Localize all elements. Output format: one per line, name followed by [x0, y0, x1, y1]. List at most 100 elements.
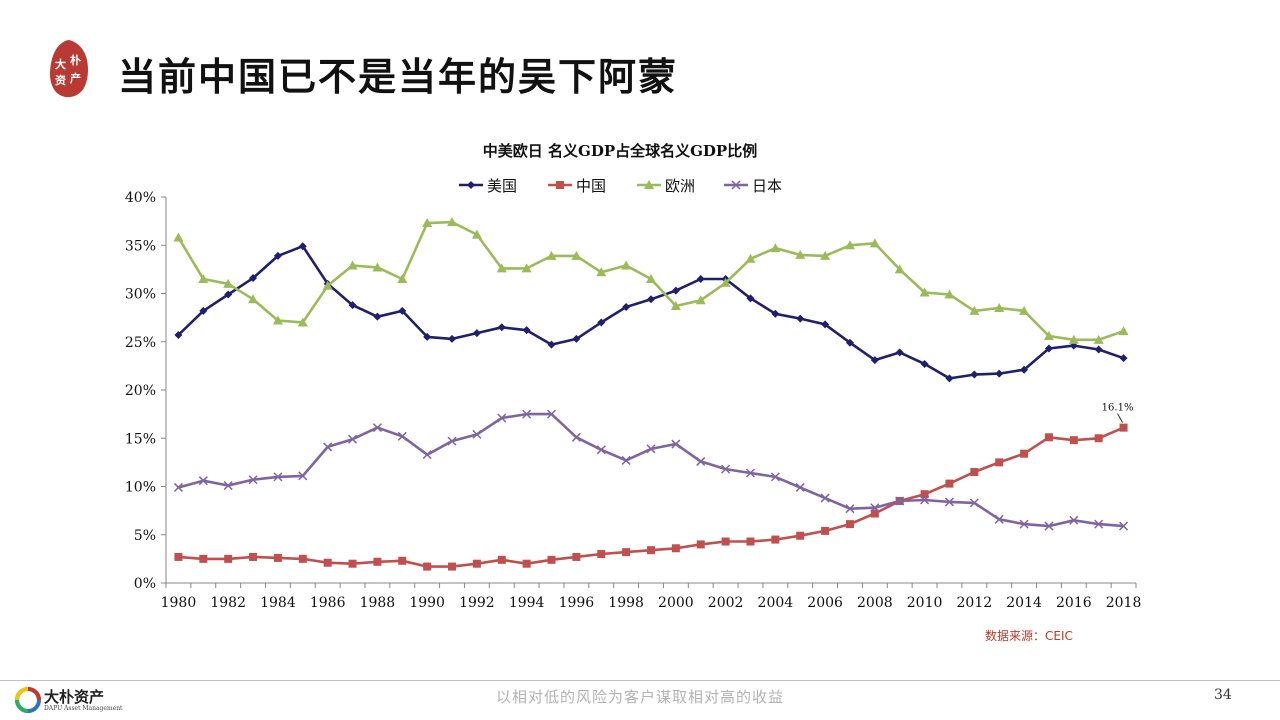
data-point-china: [845, 520, 854, 529]
data-point-japan: [323, 442, 333, 452]
annotation-label: 16.1%: [1102, 403, 1134, 414]
chart-annotations: 16.1%: [1102, 403, 1134, 423]
data-source-note: 数据来源：CEIC: [985, 629, 1073, 643]
data-point-china: [199, 554, 208, 563]
data-point-china: [1044, 433, 1053, 442]
data-point-japan: [522, 409, 532, 419]
data-point-china: [373, 557, 382, 566]
data-point-china: [796, 531, 805, 540]
x-tick-label: 2010: [907, 595, 943, 611]
data-point-europe: [919, 287, 930, 297]
data-point-us: [671, 286, 680, 295]
legend-swatch-marker: [731, 180, 741, 190]
data-point-us: [224, 290, 233, 299]
data-point-us: [995, 369, 1004, 378]
slide-title: 当前中国已不是当年的吴下阿蒙: [118, 55, 679, 99]
legend-item-japan: 日本: [724, 177, 782, 195]
footer-brand-name: 大朴资产: [44, 688, 105, 706]
annotation-leader: [1117, 413, 1124, 423]
y-tick-label: 20%: [125, 383, 156, 399]
data-point-us: [696, 275, 705, 284]
data-point-europe: [994, 302, 1005, 312]
data-point-japan: [1094, 519, 1104, 529]
data-point-china: [945, 479, 954, 488]
y-tick-label: 15%: [125, 431, 156, 447]
data-point-europe: [347, 260, 358, 270]
data-point-us: [423, 332, 432, 341]
x-tick-label: 1982: [210, 595, 246, 611]
data-point-japan: [745, 468, 756, 478]
data-point-japan: [173, 482, 183, 492]
data-point-us: [970, 370, 979, 379]
data-point-europe: [372, 262, 383, 272]
x-tick-label: 1988: [360, 595, 396, 611]
x-tick-label: 2014: [1006, 595, 1042, 611]
data-point-us: [398, 306, 407, 315]
data-point-china: [547, 555, 556, 564]
seal-char-3: 资: [55, 73, 66, 87]
data-point-europe: [844, 240, 855, 250]
data-point-japan: [348, 434, 358, 444]
data-point-china: [1069, 436, 1078, 445]
data-point-us: [497, 323, 506, 332]
x-tick-label: 1990: [409, 595, 445, 611]
data-point-europe: [1118, 326, 1129, 336]
data-point-us: [895, 348, 904, 357]
data-point-europe: [198, 274, 209, 284]
data-point-japan: [372, 423, 382, 433]
footer-divider: [0, 680, 1280, 681]
data-point-us: [1119, 354, 1128, 363]
data-point-japan: [198, 476, 208, 486]
data-point-europe: [571, 250, 582, 260]
data-point-japan: [298, 471, 308, 481]
data-point-us: [249, 274, 258, 283]
y-tick-label: 0%: [134, 576, 156, 592]
data-point-europe: [745, 253, 756, 263]
data-point-japan: [273, 472, 283, 482]
data-point-japan: [1019, 519, 1029, 529]
data-point-us: [597, 318, 606, 327]
data-point-japan: [546, 409, 557, 419]
series-us: [174, 242, 1128, 383]
data-point-japan: [223, 481, 233, 491]
chart-legend: 美国 中国 欧洲 日本: [459, 177, 782, 195]
data-point-china: [597, 550, 606, 559]
legend-swatch-marker: [467, 181, 475, 189]
data-point-china: [224, 554, 233, 563]
footer-tagline: 以相对低的风险为客户谋取相对高的收益: [495, 688, 784, 706]
series-china: [174, 423, 1128, 571]
x-tick-label: 1986: [310, 595, 346, 611]
legend-label: 中国: [576, 177, 606, 195]
data-point-japan: [397, 431, 407, 441]
data-point-china: [771, 535, 780, 544]
data-point-europe: [521, 263, 532, 273]
legend-label: 日本: [752, 177, 782, 195]
y-tick-label: 25%: [125, 335, 156, 351]
data-point-us: [298, 242, 307, 251]
data-point-us: [174, 330, 183, 339]
x-tick-label: 1984: [260, 595, 296, 611]
legend-label: 欧洲: [665, 177, 695, 195]
x-tick-label: 1994: [509, 595, 545, 611]
x-tick-label: 1996: [559, 595, 595, 611]
data-point-europe: [397, 274, 408, 284]
legend-swatch-marker: [556, 181, 564, 189]
data-point-china: [721, 537, 730, 546]
legend-item-china: 中国: [548, 177, 606, 195]
data-point-us: [273, 251, 282, 260]
data-point-europe: [297, 317, 308, 327]
data-point-china: [273, 553, 282, 562]
data-point-china: [298, 554, 307, 563]
data-point-japan: [646, 444, 656, 454]
data-point-china: [448, 562, 457, 571]
data-point-china: [1094, 434, 1103, 443]
series-japan: [173, 409, 1129, 531]
chart-axes: 0% 5% 10% 15% 20% 25% 30% 35% 40% 1980 1982 1984 198…: [125, 190, 1142, 611]
data-point-us: [1094, 345, 1103, 354]
data-point-china: [472, 559, 481, 568]
data-point-china: [696, 540, 705, 549]
data-point-china: [522, 559, 531, 568]
data-point-us: [199, 306, 208, 315]
data-point-japan: [248, 475, 258, 485]
data-point-europe: [695, 295, 706, 305]
